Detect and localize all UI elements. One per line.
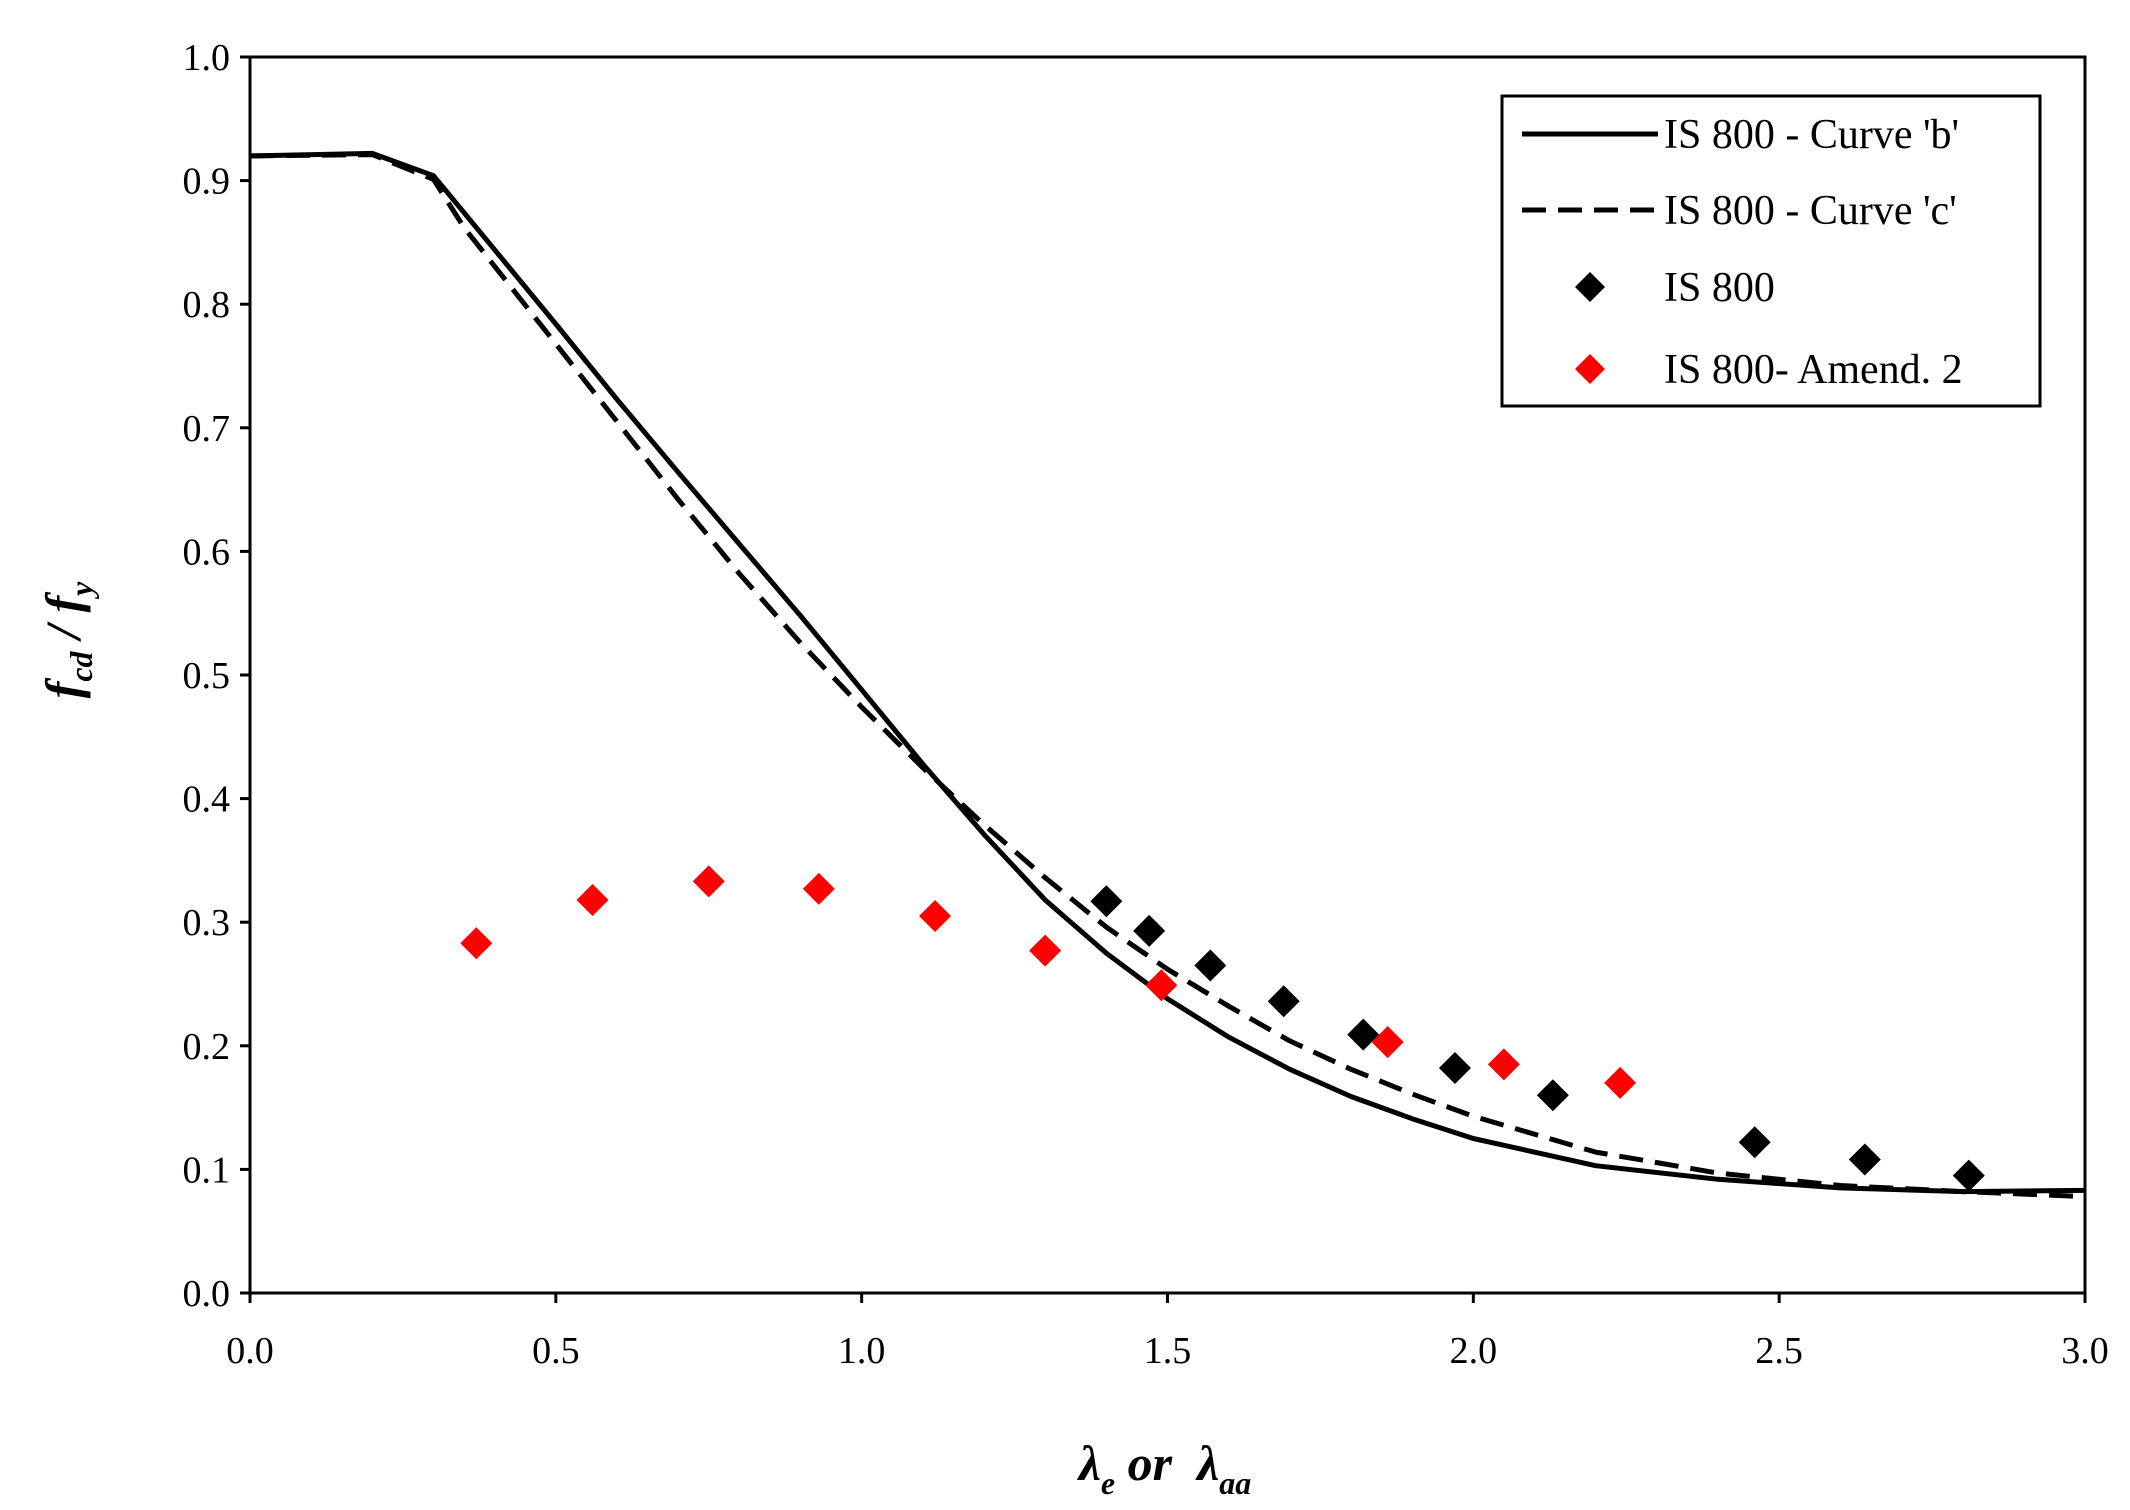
y-tick-label: 0.5 — [183, 655, 231, 697]
amend2-data-point — [802, 872, 835, 905]
curve-c-line — [249, 152, 2086, 1200]
y-tick-label: 0.2 — [183, 1026, 231, 1068]
x-axis-subscript-1: e — [1101, 1465, 1115, 1501]
amend2-data-point — [576, 883, 609, 916]
x-tick-label: 1.0 — [838, 1330, 886, 1372]
x-axis-symbol-2: λ — [1195, 1435, 1219, 1491]
is800-data-point — [1738, 1126, 1771, 1159]
is800-data-point — [1194, 949, 1227, 982]
amend2-data-point — [1371, 1026, 1404, 1059]
y-tick-label: 0.1 — [183, 1149, 231, 1191]
y-axis-title: fcd / fy — [35, 581, 99, 698]
legend-box — [1500, 94, 2042, 408]
x-tick-label: 2.5 — [1755, 1330, 1803, 1372]
axis-ticks: 0.0 0.1 0.2 0.3 0.4 0.5 0.6 0.7 0.8 0.9 1.0 0.0 0.5 1… — [183, 37, 2109, 1372]
y-axis-subscript-2: y — [63, 581, 99, 600]
amend2-data-point — [1487, 1048, 1520, 1081]
x-tick-label: 1.5 — [1144, 1330, 1192, 1372]
is800-data-point — [1090, 885, 1123, 918]
y-tick-label: 0.8 — [183, 284, 231, 326]
legend: IS 800 - Curve 'b' IS 800 - Curve 'c' IS… — [1500, 94, 2042, 408]
y-axis-subscript-1: cd — [63, 650, 99, 681]
y-tick-label: 0.7 — [183, 408, 231, 450]
amend2-data-point — [1029, 934, 1062, 967]
is800-data-point — [1438, 1052, 1471, 1085]
curve-b-line — [249, 150, 2086, 1195]
x-axis-connector: or — [1115, 1435, 1197, 1491]
is800-data-point — [1133, 914, 1166, 947]
legend-label-is800: IS 800 — [1664, 265, 1775, 311]
y-tick-label: 0.6 — [183, 531, 231, 573]
is800-data-point — [1952, 1159, 1985, 1192]
x-tick-label: 3.0 — [2061, 1330, 2109, 1372]
y-axis-connector: / — [35, 613, 91, 652]
legend-label-amend2: IS 800- Amend. 2 — [1664, 347, 1963, 393]
x-tick-label: 2.0 — [1450, 1330, 1498, 1372]
y-tick-label: 0.9 — [183, 161, 231, 203]
y-axis-symbol-2: f — [35, 592, 91, 613]
amend2-data-point — [919, 900, 952, 933]
x-axis-subscript-2: aa — [1219, 1465, 1251, 1501]
y-axis-symbol-1: f — [35, 677, 91, 698]
plot-area — [248, 55, 2087, 1295]
x-axis-symbol-1: λ — [1077, 1435, 1101, 1491]
is800-data-point — [1848, 1143, 1881, 1176]
y-tick-label: 0.4 — [183, 779, 231, 821]
y-tick-label: 1.0 — [183, 37, 231, 79]
x-axis-title: λe or λaa — [1077, 1435, 1252, 1501]
is800-data-point — [1267, 985, 1300, 1018]
y-tick-label: 0.0 — [183, 1273, 231, 1315]
legend-black-diamond-marker — [1575, 272, 1605, 302]
legend-red-diamond-marker — [1575, 354, 1605, 384]
amend2-data-point — [460, 927, 493, 960]
is800-data-point — [1536, 1079, 1569, 1112]
x-tick-label: 0.5 — [532, 1330, 580, 1372]
is800-data-point — [1347, 1018, 1380, 1051]
amend2-data-point — [1145, 969, 1178, 1002]
amend2-data-point — [1604, 1066, 1637, 1099]
legend-label-curve-c: IS 800 - Curve 'c' — [1664, 188, 1957, 234]
legend-label-curve-b: IS 800 - Curve 'b' — [1664, 112, 1959, 158]
amend2-data-point — [692, 865, 725, 898]
y-tick-label: 0.3 — [183, 902, 231, 944]
x-tick-label: 0.0 — [226, 1330, 274, 1372]
